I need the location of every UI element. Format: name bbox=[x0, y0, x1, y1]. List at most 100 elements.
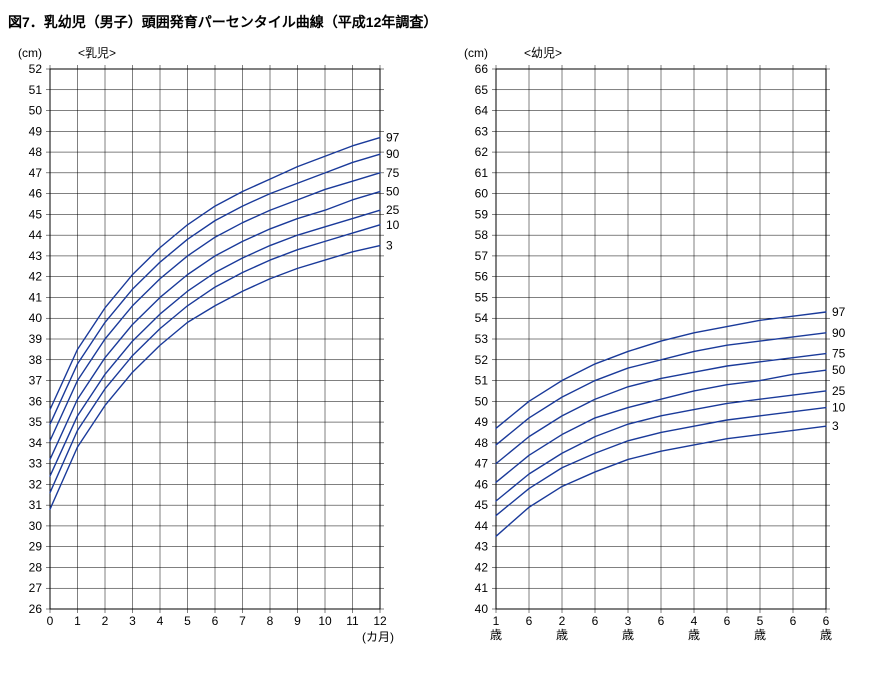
svg-text:90: 90 bbox=[832, 326, 846, 340]
svg-text:50: 50 bbox=[29, 104, 43, 118]
svg-text:75: 75 bbox=[832, 347, 846, 361]
svg-text:44: 44 bbox=[475, 519, 489, 533]
svg-text:42: 42 bbox=[475, 560, 489, 574]
svg-text:6: 6 bbox=[592, 614, 599, 628]
svg-text:9: 9 bbox=[294, 614, 301, 628]
svg-text:11: 11 bbox=[346, 614, 359, 628]
svg-text:58: 58 bbox=[475, 228, 489, 242]
svg-text:53: 53 bbox=[475, 332, 489, 346]
svg-text:5歳: 5歳 bbox=[754, 614, 766, 642]
svg-text:26: 26 bbox=[29, 602, 43, 616]
svg-text:38: 38 bbox=[29, 353, 43, 367]
svg-text:33: 33 bbox=[29, 457, 43, 471]
svg-text:43: 43 bbox=[29, 249, 43, 263]
chart-child: 4041424344454647484950515253545556575859… bbox=[454, 63, 876, 649]
svg-text:6: 6 bbox=[790, 614, 797, 628]
svg-text:39: 39 bbox=[29, 332, 43, 346]
svg-text:64: 64 bbox=[475, 104, 489, 118]
svg-text:48: 48 bbox=[475, 436, 489, 450]
svg-text:28: 28 bbox=[29, 560, 43, 574]
svg-text:10: 10 bbox=[318, 614, 332, 628]
svg-text:46: 46 bbox=[475, 477, 489, 491]
svg-text:55: 55 bbox=[475, 290, 489, 304]
svg-text:47: 47 bbox=[475, 457, 489, 471]
svg-text:27: 27 bbox=[29, 581, 43, 595]
svg-text:49: 49 bbox=[475, 415, 489, 429]
svg-text:42: 42 bbox=[29, 270, 43, 284]
svg-text:59: 59 bbox=[475, 207, 489, 221]
svg-text:48: 48 bbox=[29, 145, 43, 159]
svg-text:51: 51 bbox=[475, 374, 489, 388]
svg-text:36: 36 bbox=[29, 394, 43, 408]
svg-text:40: 40 bbox=[475, 602, 489, 616]
svg-text:6: 6 bbox=[526, 614, 533, 628]
svg-text:3: 3 bbox=[832, 419, 839, 433]
svg-text:6歳: 6歳 bbox=[820, 614, 832, 642]
svg-text:41: 41 bbox=[29, 290, 43, 304]
svg-text:50: 50 bbox=[475, 394, 489, 408]
svg-text:25: 25 bbox=[832, 384, 846, 398]
svg-text:60: 60 bbox=[475, 187, 489, 201]
chart-child-wrap: (cm) <幼児> 404142434445464748495051525354… bbox=[454, 44, 876, 649]
svg-text:61: 61 bbox=[475, 166, 489, 180]
svg-text:10: 10 bbox=[386, 218, 400, 232]
svg-text:6: 6 bbox=[724, 614, 731, 628]
svg-text:30: 30 bbox=[29, 519, 43, 533]
svg-text:29: 29 bbox=[29, 540, 43, 554]
svg-text:46: 46 bbox=[29, 187, 43, 201]
svg-text:8: 8 bbox=[267, 614, 274, 628]
svg-text:37: 37 bbox=[29, 374, 43, 388]
svg-text:47: 47 bbox=[29, 166, 43, 180]
svg-text:(カ月): (カ月) bbox=[362, 630, 394, 644]
svg-text:65: 65 bbox=[475, 83, 489, 97]
svg-text:50: 50 bbox=[832, 363, 846, 377]
svg-text:5: 5 bbox=[184, 614, 191, 628]
child-unit-label: (cm) bbox=[464, 46, 488, 60]
svg-text:51: 51 bbox=[29, 83, 43, 97]
svg-text:49: 49 bbox=[29, 124, 43, 138]
infant-unit-label: (cm) bbox=[18, 46, 42, 60]
svg-text:75: 75 bbox=[386, 166, 400, 180]
svg-text:32: 32 bbox=[29, 477, 43, 491]
svg-text:10: 10 bbox=[832, 401, 846, 415]
svg-text:62: 62 bbox=[475, 145, 489, 159]
svg-text:63: 63 bbox=[475, 124, 489, 138]
svg-text:44: 44 bbox=[29, 228, 43, 242]
svg-text:35: 35 bbox=[29, 415, 43, 429]
svg-text:3: 3 bbox=[129, 614, 136, 628]
svg-text:45: 45 bbox=[475, 498, 489, 512]
svg-text:1: 1 bbox=[74, 614, 81, 628]
svg-text:31: 31 bbox=[29, 498, 43, 512]
svg-text:56: 56 bbox=[475, 270, 489, 284]
svg-text:6: 6 bbox=[658, 614, 665, 628]
page-title: 図7．乳幼児（男子）頭囲発育パーセンタイル曲線（平成12年調査） bbox=[8, 12, 887, 32]
svg-text:2: 2 bbox=[102, 614, 109, 628]
svg-text:41: 41 bbox=[475, 581, 489, 595]
svg-text:4歳: 4歳 bbox=[688, 614, 700, 642]
svg-text:52: 52 bbox=[29, 63, 43, 76]
svg-text:6: 6 bbox=[212, 614, 219, 628]
svg-text:2歳: 2歳 bbox=[556, 614, 568, 642]
svg-text:1歳: 1歳 bbox=[490, 614, 502, 642]
infant-subtitle: <乳児> bbox=[78, 44, 116, 61]
svg-text:0: 0 bbox=[47, 614, 54, 628]
charts-row: (cm) <乳児> 262728293031323334353637383940… bbox=[8, 44, 887, 649]
svg-text:43: 43 bbox=[475, 540, 489, 554]
child-subtitle: <幼児> bbox=[524, 44, 562, 61]
svg-text:45: 45 bbox=[29, 207, 43, 221]
svg-text:57: 57 bbox=[475, 249, 489, 263]
svg-text:90: 90 bbox=[386, 147, 400, 161]
svg-text:7: 7 bbox=[239, 614, 246, 628]
chart-infant: 2627282930313233343536373839404142434445… bbox=[8, 63, 430, 649]
svg-text:52: 52 bbox=[475, 353, 489, 367]
svg-text:3歳: 3歳 bbox=[622, 614, 634, 642]
svg-text:3: 3 bbox=[386, 239, 393, 253]
svg-text:50: 50 bbox=[386, 185, 400, 199]
svg-text:97: 97 bbox=[386, 131, 400, 145]
svg-text:12: 12 bbox=[373, 614, 387, 628]
svg-text:97: 97 bbox=[832, 305, 846, 319]
svg-text:25: 25 bbox=[386, 203, 400, 217]
chart-infant-wrap: (cm) <乳児> 262728293031323334353637383940… bbox=[8, 44, 430, 649]
svg-text:40: 40 bbox=[29, 311, 43, 325]
svg-text:4: 4 bbox=[157, 614, 164, 628]
